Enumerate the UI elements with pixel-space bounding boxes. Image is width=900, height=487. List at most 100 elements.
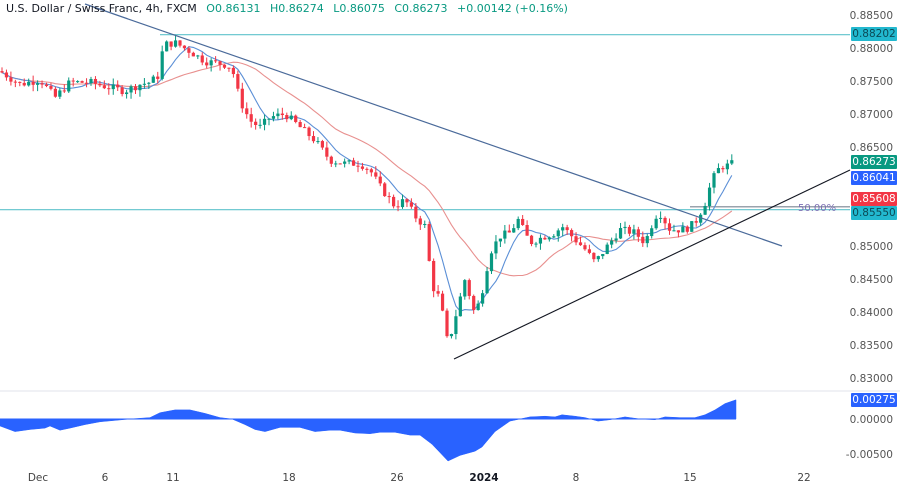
- candle-body: [650, 228, 654, 237]
- candle-body: [601, 253, 605, 257]
- price-tick-label: 0.83000: [850, 373, 893, 385]
- candle-body: [227, 67, 231, 69]
- price-tick-label: 0.88000: [850, 43, 893, 55]
- candle-body: [498, 238, 502, 242]
- candle-body: [107, 88, 111, 90]
- fib-50-label: 50.00%: [798, 203, 837, 214]
- candle-body: [22, 82, 26, 86]
- candle-body: [481, 293, 485, 304]
- candle-body: [214, 60, 218, 62]
- candle-body: [276, 113, 280, 117]
- ascending-trendline[interactable]: [453, 169, 851, 360]
- candle-body: [400, 199, 405, 208]
- slow-ma-line: [1, 61, 733, 277]
- candle-body: [173, 40, 178, 47]
- candle-body: [409, 202, 413, 207]
- candle-body: [427, 224, 431, 261]
- fast-ma-line: [1, 46, 733, 312]
- candle-body: [636, 229, 640, 237]
- candle-body: [605, 244, 609, 254]
- candle-body: [4, 72, 9, 78]
- candle-body: [311, 136, 316, 142]
- candle-body: [320, 141, 324, 148]
- candle-body: [543, 237, 547, 240]
- trendlines[interactable]: [84, 3, 851, 360]
- candle-body: [187, 48, 191, 53]
- candle-body: [169, 41, 173, 47]
- candle-body: [138, 84, 142, 91]
- candle-body: [383, 183, 387, 197]
- candle-body: [160, 51, 164, 79]
- candle-body: [463, 280, 467, 297]
- candle-body: [672, 230, 676, 232]
- oscillator-value-tag: 0.00275: [851, 393, 897, 407]
- candle-body: [610, 240, 614, 245]
- time-tick-label: 6: [101, 472, 109, 484]
- change-value: +0.00142 (+0.16%): [457, 2, 568, 15]
- candle-body: [405, 199, 409, 203]
- candle-body: [236, 74, 240, 89]
- symbol-title[interactable]: U.S. Dollar / Swiss Franc, 4h, FXCM: [6, 2, 197, 15]
- candle-body: [89, 78, 93, 84]
- candle-body: [645, 236, 649, 244]
- candle-body: [583, 245, 587, 250]
- price-axis[interactable]: 0.88500 0.88000 0.87500 0.87000 0.86500 0.850…: [850, 10, 893, 385]
- candle-body: [280, 113, 284, 116]
- candle-body: [414, 206, 418, 219]
- candle-body: [58, 90, 62, 97]
- moving-averages: [1, 46, 733, 312]
- descending-trendline[interactable]: [84, 3, 783, 247]
- candle-body: [556, 230, 560, 237]
- candle-body: [534, 243, 538, 245]
- time-tick-label: 26: [390, 472, 404, 484]
- candle-body: [62, 90, 66, 92]
- candle-body: [49, 86, 53, 89]
- candle-body: [245, 108, 249, 115]
- candle-body: [685, 226, 689, 232]
- candle-body: [565, 227, 569, 231]
- oscillator-area: [0, 399, 737, 462]
- candlestick-series: [0, 34, 734, 340]
- oscillator-axis[interactable]: 0.00000 -0.00500: [846, 414, 893, 461]
- candle-body: [507, 230, 511, 233]
- candle-body: [36, 83, 40, 85]
- candle-body: [369, 169, 373, 173]
- candle-body: [467, 280, 471, 296]
- candle-body: [476, 303, 480, 311]
- horizontal-resistance-tag: 0.88202: [851, 27, 897, 41]
- candle-body: [623, 226, 627, 229]
- candle-body: [165, 41, 169, 52]
- candle-body: [120, 87, 124, 95]
- candle-body: [76, 81, 80, 83]
- price-tick-label: 0.86500: [850, 142, 893, 154]
- low-value: L0.86075: [333, 2, 385, 15]
- candle-body: [690, 221, 694, 232]
- candle-body: [316, 141, 320, 143]
- candle-body: [191, 52, 195, 57]
- candle-body: [632, 229, 636, 234]
- time-tick-label: 22: [797, 472, 811, 484]
- candle-body: [703, 205, 707, 215]
- candle-body: [387, 196, 391, 198]
- candle-body: [676, 230, 680, 233]
- candle-body: [516, 218, 520, 229]
- price-tick-label: 0.88500: [850, 10, 893, 22]
- candle-body: [436, 291, 440, 294]
- candle-body: [27, 81, 31, 86]
- candle-body: [618, 228, 623, 239]
- candle-body: [445, 310, 449, 337]
- price-tick-label: 0.87000: [850, 109, 893, 121]
- candle-body: [667, 223, 672, 231]
- candle-body: [249, 114, 253, 122]
- candle-body: [614, 238, 618, 241]
- price-tick-label: 0.84000: [850, 307, 893, 319]
- candle-body: [694, 221, 698, 223]
- candle-body: [681, 226, 685, 233]
- candle-body: [378, 176, 382, 184]
- candle-body: [178, 40, 182, 46]
- candle-body: [521, 218, 525, 225]
- candle-body: [102, 85, 106, 89]
- candle-body: [196, 55, 200, 57]
- candle-body: [40, 83, 44, 85]
